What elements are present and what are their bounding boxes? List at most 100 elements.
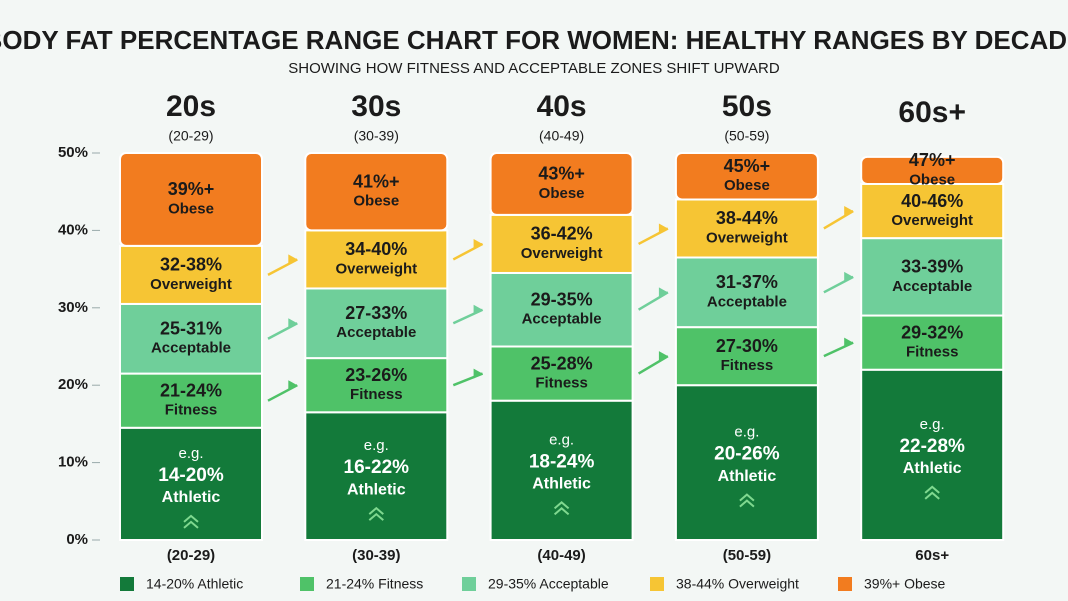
segment-range: 20-26% bbox=[714, 444, 780, 465]
segment-zone: Overweight bbox=[521, 245, 603, 262]
segment-range: 22-28% bbox=[899, 436, 965, 457]
segment bbox=[674, 326, 819, 387]
x-tick-label: (40-49) bbox=[537, 547, 585, 564]
legend-swatch bbox=[462, 577, 476, 591]
arrow bbox=[823, 209, 854, 230]
column-subheader: (20-29) bbox=[168, 128, 213, 144]
segment bbox=[860, 237, 1005, 317]
segment-zone: Athletic bbox=[718, 468, 777, 485]
segment-zone: Overweight bbox=[335, 260, 417, 277]
segment-range: 14-20% bbox=[158, 465, 224, 486]
segment-range: 32-38% bbox=[160, 255, 222, 275]
x-tick-label: (50-59) bbox=[723, 547, 771, 564]
segment-range: 29-32% bbox=[901, 322, 963, 342]
chevron bbox=[368, 506, 384, 521]
segment-zone: Athletic bbox=[162, 489, 221, 506]
segment-zone: Obese bbox=[353, 193, 399, 210]
segment-zone: Overweight bbox=[891, 212, 973, 229]
y-tick-label: 20% bbox=[58, 376, 88, 393]
arrow-head bbox=[473, 304, 483, 315]
segment-zone: Acceptable bbox=[336, 324, 416, 341]
segment-range: 40-46% bbox=[901, 191, 963, 211]
y-tick-label: 30% bbox=[58, 299, 88, 316]
legend-swatch bbox=[838, 577, 852, 591]
segment bbox=[119, 244, 263, 305]
segment-zone: Acceptable bbox=[707, 293, 787, 310]
segment-zone: Obese bbox=[168, 200, 214, 217]
y-tick-label: 10% bbox=[58, 454, 88, 471]
segment bbox=[489, 345, 634, 402]
segment bbox=[304, 152, 449, 232]
segment bbox=[304, 229, 449, 290]
segment-range: 34-40% bbox=[345, 239, 407, 259]
y-tick-label: 40% bbox=[58, 221, 88, 238]
segment-range: 47%+ bbox=[909, 150, 956, 170]
segment-range: 25-31% bbox=[160, 319, 222, 339]
segment bbox=[489, 152, 634, 216]
chevron bbox=[739, 493, 755, 508]
segment-range: 38-44% bbox=[716, 208, 778, 228]
arrow-head bbox=[288, 318, 298, 329]
chevron bbox=[553, 501, 570, 516]
segment-prefix: e.g. bbox=[734, 424, 759, 441]
segment-zone: Acceptable bbox=[522, 311, 602, 328]
segment-zone: Fitness bbox=[721, 357, 774, 374]
y-tick-label: 0% bbox=[66, 531, 88, 548]
segment-zone: Fitness bbox=[906, 344, 959, 361]
arrow-head bbox=[288, 254, 298, 265]
column-header: 60s+ bbox=[898, 96, 966, 129]
segment-range: 41%+ bbox=[353, 171, 400, 191]
segment-range: 18-24% bbox=[529, 451, 595, 472]
segment bbox=[304, 411, 449, 542]
segment-range: 43%+ bbox=[538, 164, 585, 184]
segment-range: 45%+ bbox=[724, 156, 771, 176]
legend-label: 29-35% Acceptable bbox=[488, 576, 609, 592]
segment-zone: Fitness bbox=[165, 402, 218, 419]
arrow-head bbox=[844, 337, 854, 348]
segment-zone: Overweight bbox=[706, 229, 788, 246]
segment bbox=[860, 368, 1005, 541]
arrow-head bbox=[473, 238, 483, 249]
segment-range: 27-30% bbox=[716, 336, 778, 356]
segment-zone: Obese bbox=[539, 185, 585, 202]
legend-label: 21-24% Fitness bbox=[326, 576, 423, 592]
x-tick-label: (20-29) bbox=[167, 547, 215, 564]
arrow-head bbox=[658, 287, 668, 298]
segment bbox=[489, 399, 634, 541]
segment bbox=[119, 152, 263, 247]
segment bbox=[119, 372, 263, 429]
arrow-head bbox=[288, 380, 298, 391]
chart-subtitle: SHOWING HOW FITNESS AND ACCEPTABLE ZONES… bbox=[288, 60, 780, 77]
segment-zone: Athletic bbox=[532, 476, 591, 493]
arrow bbox=[637, 355, 669, 375]
y-tick-label: 50% bbox=[58, 144, 88, 161]
segment-range: 33-39% bbox=[901, 257, 963, 277]
chevron bbox=[924, 485, 940, 500]
segment-range: 16-22% bbox=[344, 457, 410, 478]
arrow-head bbox=[658, 351, 668, 362]
segment-zone: Acceptable bbox=[151, 340, 231, 357]
segment-zone: Fitness bbox=[350, 386, 403, 403]
x-tick-label: 60s+ bbox=[915, 547, 949, 564]
chevron bbox=[183, 514, 199, 529]
column-header: 50s bbox=[722, 90, 772, 123]
arrow-head bbox=[658, 223, 668, 234]
legend-label: 38-44% Overweight bbox=[676, 576, 799, 592]
column-header: 30s bbox=[351, 90, 401, 123]
segment-range: 39%+ bbox=[168, 179, 215, 199]
segment-range: 25-28% bbox=[531, 353, 593, 373]
legend-label: 39%+ Obese bbox=[864, 576, 946, 592]
segment-range: 36-42% bbox=[531, 224, 593, 244]
segment bbox=[674, 384, 819, 542]
segment-range: 29-35% bbox=[531, 289, 593, 309]
column-subheader: (40-49) bbox=[539, 128, 584, 144]
legend-label: 14-20% Athletic bbox=[146, 576, 243, 592]
segment-zone: Athletic bbox=[347, 481, 406, 498]
segment bbox=[860, 155, 1005, 185]
segment-range: 21-24% bbox=[160, 380, 222, 400]
segment bbox=[304, 357, 449, 414]
arrow-head bbox=[844, 206, 854, 217]
segment-prefix: e.g. bbox=[920, 416, 945, 433]
segment bbox=[674, 152, 819, 201]
segment-range: 27-33% bbox=[345, 303, 407, 323]
